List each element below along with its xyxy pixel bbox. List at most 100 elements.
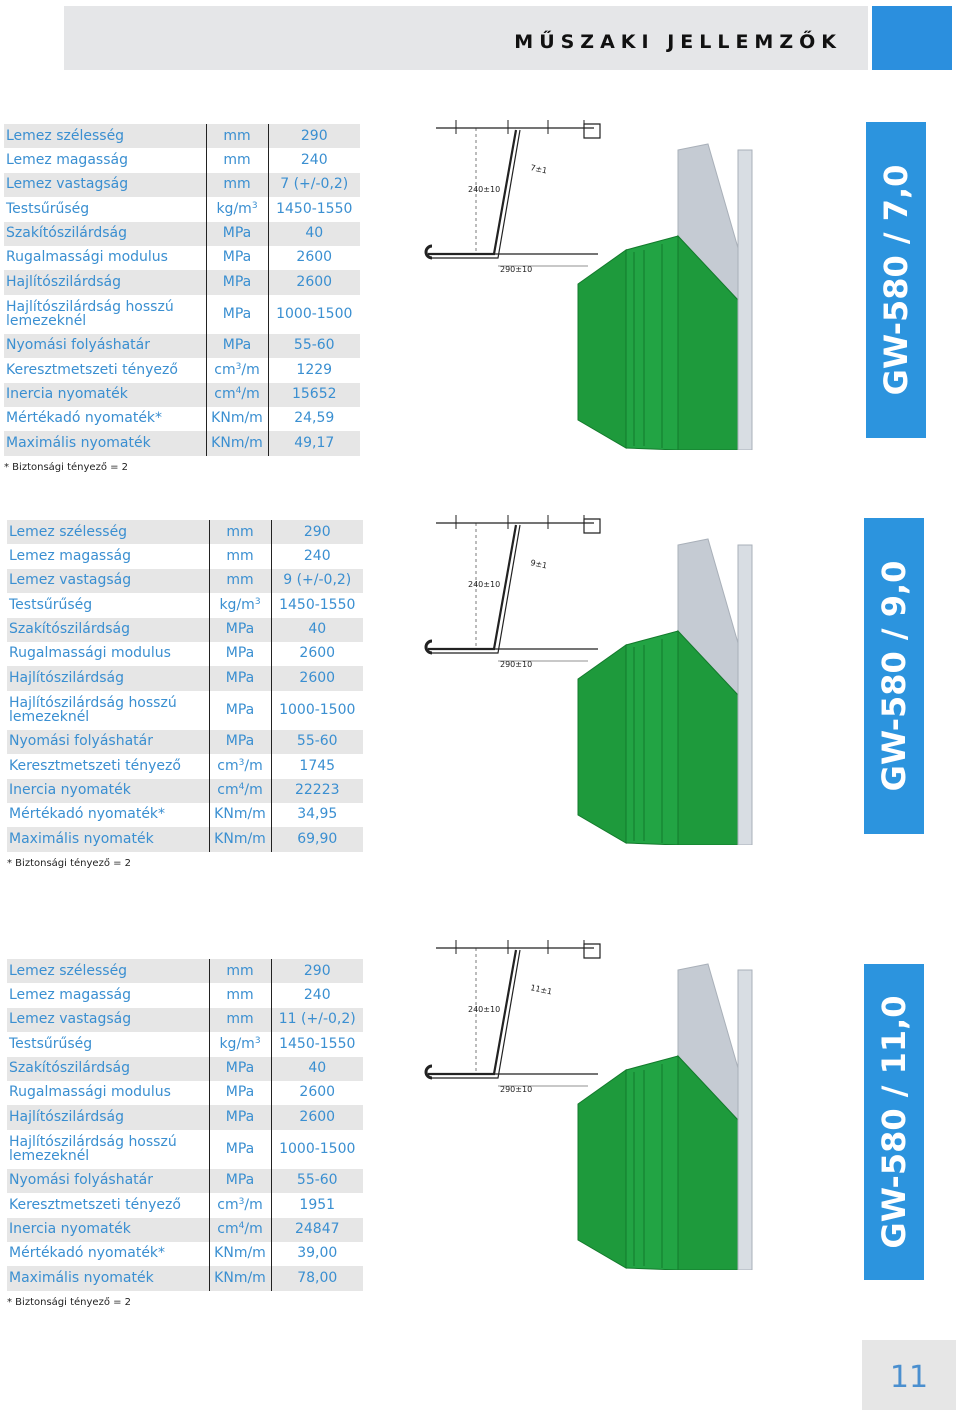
spec-unit: kg/m3: [208, 1032, 272, 1057]
hook-curve: [424, 1064, 433, 1080]
spec-row: Lemez vastagság mm 9 (+/-0,2): [7, 568, 363, 594]
spec-unit: MPa: [208, 666, 272, 691]
spec-unit: kg/m3: [208, 593, 272, 618]
spec-label: Maximális nyomaték: [4, 431, 206, 456]
spec-value: 240: [271, 983, 363, 1008]
spec-row: Rugalmassági modulus MPa 2600: [4, 245, 360, 271]
unit-base: cm: [214, 361, 236, 378]
spec-label: Lemez szélesség: [7, 959, 209, 984]
spec-unit: cm4/m: [208, 778, 272, 803]
spec-unit: MPa: [208, 1168, 272, 1194]
gray-lock-edge: [737, 149, 753, 451]
height-dimension-label: 240±10: [468, 185, 500, 194]
spec-value: 40: [271, 617, 363, 642]
profile-drawing-svg: 240±10 290±10 7±1: [424, 120, 753, 451]
spec-label: Lemez magasság: [7, 544, 209, 569]
spec-label: Mértékadó nyomaték*: [7, 802, 209, 828]
profile-drawing: 240±10 290±10 9±1: [408, 515, 848, 846]
cross-section-drawing: 240±10 290±10 7±1: [424, 120, 601, 274]
tick-lines: [455, 940, 585, 954]
spec-value: 9 (+/-0,2): [271, 568, 363, 594]
unit-base: mm: [226, 986, 254, 1003]
spec-value: 240: [268, 148, 360, 173]
safety-factor-note: * Biztonsági tényező = 2: [4, 461, 129, 473]
spec-unit: cm3/m: [208, 754, 272, 779]
spec-label: Hajlítószilárdság: [4, 270, 206, 295]
cross-section-drawing: 240±10 290±10 9±1: [424, 515, 601, 669]
unit-suffix: /m: [241, 386, 260, 403]
spec-label: Lemez magasság: [7, 983, 209, 1008]
spec-value: 2600: [271, 666, 363, 691]
unit-base: MPa: [225, 645, 255, 662]
unit-base: cm: [217, 757, 239, 774]
spec-label: Rugalmassági modulus: [4, 245, 206, 271]
spec-row: Maximális nyomaték KNm/m 69,90: [7, 827, 363, 852]
profile-drawing-svg: 240±10 290±10 9±1: [424, 515, 753, 846]
unit-base: mm: [223, 127, 251, 144]
spec-value: 290: [271, 520, 363, 545]
unit-exponent: 3: [254, 596, 261, 607]
unit-base: mm: [226, 962, 254, 979]
spec-value: 15652: [268, 382, 360, 407]
spec-row: Rugalmassági modulus MPa 2600: [7, 1080, 363, 1106]
unit-base: MPa: [225, 1108, 255, 1125]
unit-exponent: 4: [235, 386, 242, 397]
spec-label: Hajlítószilárdság hosszú lemezeknél: [7, 1129, 209, 1169]
unit-base: MPa: [225, 1140, 255, 1157]
spec-row: Hajlítószilárdság hosszú lemezeknél MPa 10…: [7, 1129, 363, 1169]
spec-row: Nyomási folyáshatár MPa 55-60: [4, 333, 360, 359]
spec-unit: MPa: [205, 245, 269, 271]
profile-3d-render: [577, 963, 753, 1271]
spec-value: 1951: [271, 1193, 363, 1218]
spec-unit: MPa: [205, 294, 269, 334]
profile-drawing: 240±10 290±10 7±1: [408, 120, 848, 451]
spec-label: Rugalmassági modulus: [7, 641, 209, 667]
spec-label: Nyomási folyáshatár: [7, 729, 209, 755]
spec-unit: KNm/m: [205, 431, 269, 456]
spec-label: Keresztmetszeti tényező: [7, 1193, 209, 1218]
spec-unit: mm: [208, 520, 272, 545]
spec-value: 1000-1500: [271, 690, 363, 730]
spec-label: Lemez szélesség: [4, 124, 206, 149]
lock-end: [583, 943, 601, 959]
spec-label: Szakítószilárdság: [7, 1056, 209, 1081]
gray-lock-edge: [737, 544, 753, 846]
spec-unit: mm: [205, 148, 269, 173]
spec-row: Nyomási folyáshatár MPa 55-60: [7, 1168, 363, 1194]
spec-row: Szakítószilárdság MPa 40: [7, 1056, 363, 1081]
lock-end: [583, 123, 601, 139]
spec-label: Hajlítószilárdság hosszú lemezeknél: [7, 690, 209, 730]
spec-row: Rugalmassági modulus MPa 2600: [7, 641, 363, 667]
spec-row: Mértékadó nyomaték* KNm/m 24,59: [4, 406, 360, 432]
unit-base: MPa: [222, 225, 252, 242]
spec-row: Keresztmetszeti tényező cm3/m 1745: [7, 754, 363, 779]
spec-unit: mm: [208, 959, 272, 984]
header-accent-block: [872, 6, 952, 70]
spec-value: 49,17: [268, 431, 360, 456]
spec-row: Szakítószilárdság MPa 40: [4, 221, 360, 246]
unit-base: MPa: [225, 1084, 255, 1101]
spec-label: Lemez vastagság: [4, 172, 206, 198]
spec-row: Szakítószilárdság MPa 40: [7, 617, 363, 642]
spec-unit: KNm/m: [208, 827, 272, 852]
spec-row: Testsűrűség kg/m3 1450-1550: [7, 1032, 363, 1057]
unit-base: mm: [223, 151, 251, 168]
spec-value: 1000-1500: [268, 294, 360, 334]
spec-row: Hajlítószilárdság hosszú lemezeknél MPa 10…: [7, 690, 363, 730]
unit-base: cm: [217, 1196, 239, 1213]
spec-value: 290: [271, 959, 363, 984]
spec-unit: KNm/m: [208, 802, 272, 828]
spec-row: Mértékadó nyomaték* KNm/m 34,95: [7, 802, 363, 828]
spec-unit: cm4/m: [208, 1217, 272, 1242]
page-title: MŰSZAKI JELLEMZŐK: [514, 31, 842, 53]
spec-row: Lemez magasság mm 240: [7, 544, 363, 569]
lock-end: [583, 518, 601, 534]
unit-exponent: 3: [238, 1196, 245, 1207]
hook-curve: [424, 244, 433, 260]
unit-base: MPa: [222, 273, 252, 290]
unit-base: MPa: [222, 249, 252, 266]
unit-suffix: /m: [244, 757, 263, 774]
width-dimension-label: 290±10: [500, 660, 532, 669]
unit-base: MPa: [222, 337, 252, 354]
spec-value: 1000-1500: [271, 1129, 363, 1169]
